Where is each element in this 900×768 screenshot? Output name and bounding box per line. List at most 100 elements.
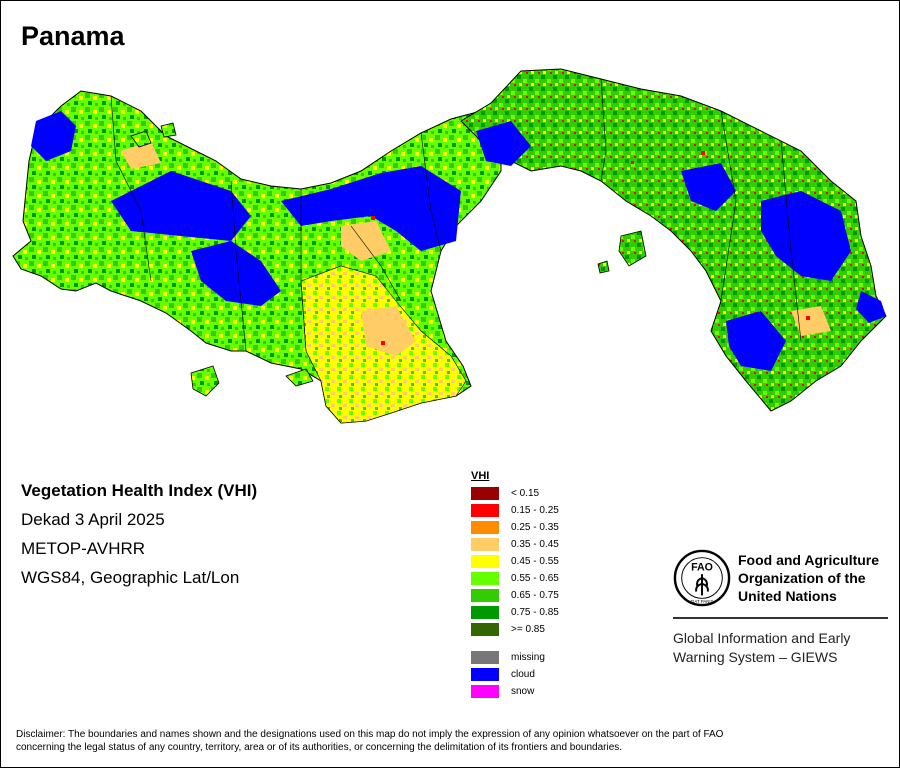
cloud-patch-se bbox=[726, 311, 786, 371]
legend-title: VHI bbox=[471, 470, 490, 482]
legend-swatch bbox=[471, 623, 499, 636]
legend-label: 0.55 - 0.65 bbox=[511, 573, 559, 584]
projection-label: WGS84, Geographic Lat/Lon bbox=[21, 568, 240, 587]
legend-item: missing bbox=[471, 649, 559, 666]
cloud-patch-darien bbox=[761, 191, 851, 281]
admin-boundary bbox=[350, 225, 402, 302]
admin-boundary bbox=[720, 110, 737, 302]
fao-logo-icon: FAO FIAT PANIS bbox=[673, 549, 731, 607]
legend-item: 0.75 - 0.85 bbox=[471, 604, 559, 621]
dry-patch-central bbox=[341, 221, 391, 261]
product-name: Vegetation Health Index (VHI) bbox=[21, 481, 258, 500]
island-taboga bbox=[597, 260, 610, 274]
stress-pixel bbox=[371, 216, 375, 220]
legend-label: cloud bbox=[511, 669, 535, 680]
cloud-patch-east bbox=[681, 163, 736, 211]
legend-swatch bbox=[471, 521, 499, 534]
islands bbox=[130, 122, 647, 397]
cloud-areas bbox=[31, 111, 886, 371]
stress-areas bbox=[371, 151, 810, 345]
disclaimer-line1: Disclaimer: The boundaries and names sho… bbox=[16, 729, 724, 740]
legend-label: >= 0.85 bbox=[511, 624, 545, 635]
admin-boundary bbox=[110, 95, 152, 282]
disclaimer: Disclaimer: The boundaries and names sho… bbox=[16, 728, 886, 754]
fao-name-line2: Organization of the bbox=[738, 570, 866, 586]
legend-item: 0.35 - 0.45 bbox=[471, 536, 559, 553]
map-info-block: Vegetation Health Index (VHI) Dekad 3 Ap… bbox=[21, 476, 257, 592]
giews-line2: Warning System – GIEWS bbox=[673, 649, 838, 665]
fao-divider bbox=[673, 617, 888, 619]
dry-areas bbox=[121, 141, 831, 356]
legend-swatch bbox=[471, 589, 499, 602]
admin-boundary bbox=[420, 132, 442, 252]
legend-label: 0.15 - 0.25 bbox=[511, 505, 559, 516]
stress-pixel bbox=[806, 316, 810, 320]
admin-boundary bbox=[600, 78, 607, 182]
fao-logo-text: FAO bbox=[691, 561, 713, 573]
dry-patch-east bbox=[791, 306, 831, 336]
island-bocas bbox=[130, 130, 152, 148]
cloud-patch-central bbox=[281, 166, 461, 251]
stress-pixel bbox=[701, 151, 705, 155]
disclaimer-line2: concerning the legal status of any count… bbox=[16, 742, 623, 753]
vhi-map bbox=[12, 68, 887, 424]
stress-pixel bbox=[381, 341, 385, 345]
legend-swatch bbox=[471, 555, 499, 568]
stress-pixel bbox=[631, 161, 634, 164]
fao-name-line1: Food and Agriculture bbox=[738, 552, 880, 568]
fao-block: FAO FIAT PANIS Food and Agriculture Orga… bbox=[673, 549, 889, 667]
legend: VHI < 0.15 0.15 - 0.25 0.25 - 0.35 0.35 - 0… bbox=[471, 470, 559, 700]
legend-item: 0.45 - 0.55 bbox=[471, 553, 559, 570]
legend-swatch bbox=[471, 572, 499, 585]
legend-swatch bbox=[471, 538, 499, 551]
legend-swatch bbox=[471, 606, 499, 619]
legend-item: 0.15 - 0.25 bbox=[471, 502, 559, 519]
sensor-label: METOP-AVHRR bbox=[21, 539, 146, 558]
legend-label: missing bbox=[511, 652, 545, 663]
cloud-patch-colon bbox=[476, 121, 531, 166]
admin-boundary bbox=[300, 189, 307, 352]
legend-label: 0.35 - 0.45 bbox=[511, 539, 559, 550]
legend-label: 0.45 - 0.55 bbox=[511, 556, 559, 567]
giews-line1: Global Information and Early bbox=[673, 630, 851, 646]
legend-item: 0.55 - 0.65 bbox=[471, 570, 559, 587]
dry-patch-west bbox=[121, 141, 161, 169]
legend-swatch bbox=[471, 487, 499, 500]
island-coiba bbox=[190, 365, 220, 397]
mainland bbox=[12, 68, 887, 424]
legend-item: 0.65 - 0.75 bbox=[471, 587, 559, 604]
legend-swatch bbox=[471, 651, 499, 664]
island-del-rey bbox=[618, 230, 647, 267]
legend-swatch bbox=[471, 668, 499, 681]
legend-label: 0.75 - 0.85 bbox=[511, 607, 559, 618]
legend-swatch bbox=[471, 504, 499, 517]
legend-label: 0.25 - 0.35 bbox=[511, 522, 559, 533]
dry-patch-azuero bbox=[361, 306, 416, 356]
legend-item: < 0.15 bbox=[471, 485, 559, 502]
cloud-patch-north bbox=[111, 171, 251, 241]
legend-item: cloud bbox=[471, 666, 559, 683]
island-cebaco bbox=[285, 368, 314, 387]
period-label: Dekad 3 April 2025 bbox=[21, 510, 165, 529]
fao-logo-motto: FIAT PANIS bbox=[691, 599, 714, 604]
cloud-patch-west bbox=[31, 111, 76, 161]
legend-label: snow bbox=[511, 686, 535, 697]
admin-boundaries bbox=[110, 78, 802, 352]
legend-swatch bbox=[471, 685, 499, 698]
admin-boundary bbox=[780, 140, 802, 342]
fao-name-line3: United Nations bbox=[738, 588, 837, 604]
island-bocas-2 bbox=[160, 122, 177, 138]
legend-item: snow bbox=[471, 683, 559, 700]
legend-label: < 0.15 bbox=[511, 488, 540, 499]
cloud-patch-mid bbox=[191, 241, 281, 306]
map-title: Panama bbox=[21, 21, 125, 51]
land-east bbox=[460, 68, 887, 412]
legend-classes: < 0.15 0.15 - 0.25 0.25 - 0.35 0.35 - 0.45 0… bbox=[471, 485, 559, 638]
admin-boundary bbox=[230, 180, 247, 352]
giews-label: Global Information and Early Warning Sys… bbox=[673, 629, 889, 667]
legend-item: 0.25 - 0.35 bbox=[471, 519, 559, 536]
legend-label: 0.65 - 0.75 bbox=[511, 590, 559, 601]
legend-item: >= 0.85 bbox=[471, 621, 559, 638]
fao-name: Food and Agriculture Organization of the… bbox=[738, 551, 879, 605]
